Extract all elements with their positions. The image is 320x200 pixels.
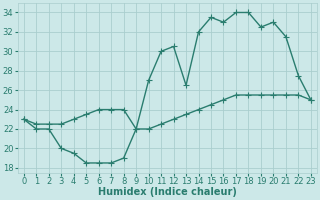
X-axis label: Humidex (Indice chaleur): Humidex (Indice chaleur) <box>98 187 237 197</box>
